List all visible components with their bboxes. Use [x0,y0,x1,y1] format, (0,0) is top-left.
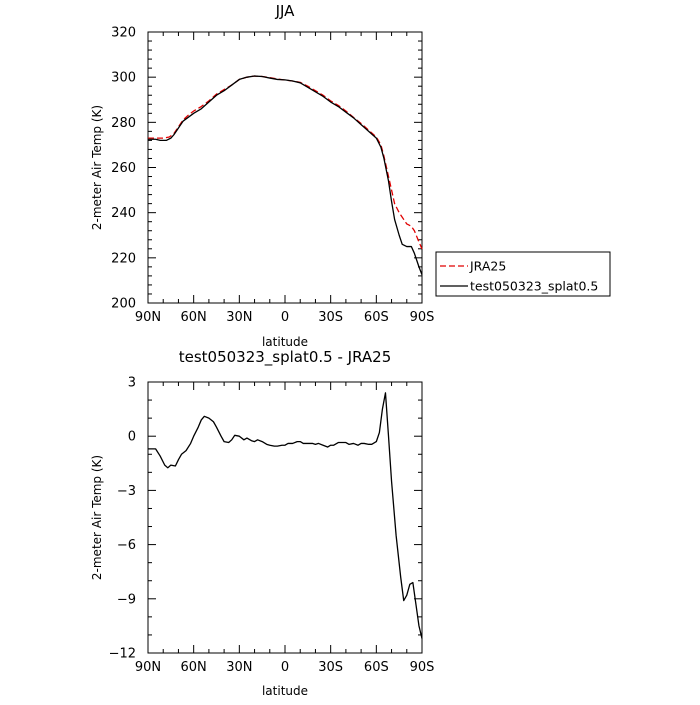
y-tick-label: 320 [111,26,136,41]
top-x-axis-label: latitude [262,335,308,349]
x-tick-label: 60N [181,660,207,675]
legend-label-test: test050323_splat0.5 [470,279,598,294]
top-plot-frame [147,31,423,304]
top-chart-title: JJA [275,2,296,20]
x-tick-label: 90N [135,660,161,675]
bottom-chart-title: test050323_splat0.5 - JRA25 [179,348,392,367]
top-y-axis-label: 2-meter Air Temp (K) [90,105,104,230]
legend-box [435,251,611,297]
series-line-test050323-splat0-5 [148,75,423,276]
y-tick-label: 300 [111,71,136,86]
y-tick-label: −9 [117,592,136,607]
y-tick-label: 0 [128,430,136,445]
series-line-jra25 [148,75,423,250]
x-tick-label: 60N [181,310,207,325]
top-y-ticks: 200 220 240 260 280 300 320 [111,26,422,312]
bottom-y-ticks: −12 −9 −6 −3 0 3 [109,376,422,662]
bottom-y-axis-label: 2-meter Air Temp (K) [90,455,104,580]
x-tick-label: 0 [281,660,289,675]
top-series-lines [148,75,423,276]
y-tick-label: −6 [117,538,136,553]
y-tick-label: 220 [111,251,136,266]
bottom-x-axis-label: latitude [262,684,308,698]
bottom-x-ticks: 90N 60N 30N 0 30S 60S 90S [135,382,435,675]
y-tick-label: 240 [111,206,136,221]
x-tick-label: 30N [226,660,252,675]
x-tick-label: 0 [281,310,289,325]
y-tick-label: 3 [128,376,136,391]
x-tick-label: 30S [318,310,343,325]
x-tick-label: 90N [135,310,161,325]
y-tick-label: 200 [111,297,136,312]
legend-label-jra25: JRA25 [469,259,506,274]
top-panel: JJA 90N 60N 30N 0 30S 60S 90S 200 220 240 260 280 3… [90,2,611,349]
series-line-difference [148,392,423,639]
x-tick-label: 90S [410,660,435,675]
top-x-ticks: 90N 60N 30N 0 30S 60S 90S [135,32,435,325]
y-tick-label: −12 [109,647,136,662]
x-tick-label: 60S [364,310,389,325]
y-tick-label: 260 [111,161,136,176]
x-tick-label: 90S [410,310,435,325]
bottom-panel: test050323_splat0.5 - JRA25 90N 60N 30N 0 30… [90,348,434,698]
y-tick-label: −3 [117,484,136,499]
legend: JRA25 test050323_splat0.5 [435,251,611,297]
bottom-series-lines [148,392,423,639]
x-tick-label: 60S [364,660,389,675]
x-tick-label: 30N [226,310,252,325]
x-tick-label: 30S [318,660,343,675]
y-tick-label: 280 [111,116,136,131]
